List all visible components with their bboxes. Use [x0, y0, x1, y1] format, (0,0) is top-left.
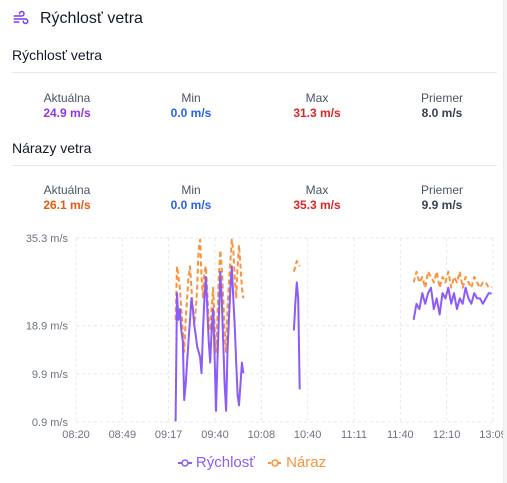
legend-item-speed[interactable]: Rýchlosť [177, 454, 255, 471]
x-tick-label: 11:40 [387, 429, 414, 441]
section-title-gusts: Nárazy vetra [12, 140, 92, 156]
stat-value: 8.0 m/s [421, 106, 463, 120]
y-tick-label: 0.9 m/s [32, 417, 69, 429]
x-tick-label: 10:40 [294, 429, 322, 441]
series-line-speed[interactable] [412, 286, 492, 320]
stat-label: Min [181, 183, 201, 197]
x-tick-label: 08:49 [109, 429, 137, 441]
x-tick-label: 09:40 [201, 429, 229, 441]
stat-label: Max [305, 183, 329, 197]
stat-label: Max [305, 91, 329, 105]
stat-label: Priemer [420, 91, 463, 105]
series-line-speed[interactable] [174, 265, 245, 422]
stat-value: 35.3 m/s [293, 198, 341, 212]
stat-average: Priemer 8.0 m/s [392, 91, 492, 121]
legend-label: Rýchlosť [195, 454, 255, 471]
gust-stats: Aktuálna 26.1 m/s Min 0.0 m/s Max 35.3 m… [0, 183, 503, 223]
y-tick-label: 18.9 m/s [26, 321, 69, 333]
section-title-speed: Rýchlosť vetra [12, 47, 103, 63]
y-tick-label: 35.3 m/s [26, 233, 69, 245]
x-tick-label: 12:10 [433, 429, 461, 441]
stat-label: Aktuálna [43, 91, 91, 105]
stat-current: Aktuálna 26.1 m/s [17, 183, 117, 213]
stat-min: Min 0.0 m/s [141, 91, 241, 121]
stat-max: Max 31.3 m/s [267, 91, 367, 121]
x-tick-label: 11:11 [341, 429, 367, 441]
stat-label: Aktuálna [43, 183, 91, 197]
stat-average: Priemer 9.9 m/s [392, 183, 492, 213]
stat-min: Min 0.0 m/s [141, 183, 241, 213]
x-tick-label: 08:20 [62, 429, 90, 441]
stat-value: 24.9 m/s [43, 106, 91, 120]
legend-line-icon [268, 458, 283, 467]
x-tick-label: 10:08 [248, 429, 276, 441]
chart-legend: Rýchlosť Náraz [0, 454, 503, 472]
wind-chart[interactable]: 08:20 08:49 09:17 09:40 10:08 10:40 11:11 11:40… [0, 228, 503, 448]
stat-value: 26.1 m/s [43, 198, 91, 212]
stat-label: Min [181, 91, 201, 105]
series-line-gust[interactable] [174, 238, 245, 353]
stat-value: 31.3 m/s [293, 106, 341, 120]
y-tick-label: 9.9 m/s [32, 369, 69, 381]
legend-line-icon [177, 458, 192, 467]
legend-item-gust[interactable]: Náraz [267, 454, 326, 471]
series-line-gust[interactable] [292, 260, 301, 272]
stat-max: Max 35.3 m/s [267, 183, 367, 213]
legend-label: Náraz [286, 454, 327, 471]
wind-icon [13, 10, 29, 25]
stat-current: Aktuálna 24.9 m/s [17, 91, 117, 121]
divider [12, 72, 497, 73]
divider [12, 165, 497, 166]
card-title: Rýchlosť vetra [40, 10, 143, 27]
stat-value: 0.0 m/s [170, 106, 212, 120]
series-line-gust[interactable] [412, 270, 492, 289]
x-tick-label: 13:09 [479, 429, 503, 441]
stat-label: Priemer [420, 183, 463, 197]
speed-stats: Aktuálna 24.9 m/s Min 0.0 m/s Max 31.3 m… [0, 91, 503, 131]
card-header: Rýchlosť vetra [12, 8, 143, 30]
stat-value: 0.0 m/s [170, 198, 212, 212]
series-line-speed[interactable] [292, 281, 301, 390]
stat-value: 9.9 m/s [421, 198, 463, 212]
x-tick-label: 09:17 [155, 429, 183, 441]
